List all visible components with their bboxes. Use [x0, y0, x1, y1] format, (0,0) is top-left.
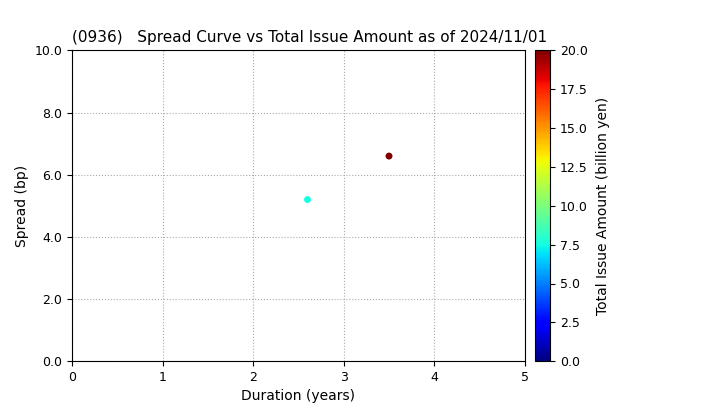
Y-axis label: Total Issue Amount (billion yen): Total Issue Amount (billion yen)	[596, 97, 610, 315]
Point	[302, 196, 313, 203]
Point	[383, 153, 395, 160]
Y-axis label: Spread (bp): Spread (bp)	[15, 165, 29, 247]
X-axis label: Duration (years): Duration (years)	[241, 389, 356, 404]
Text: (0936)   Spread Curve vs Total Issue Amount as of 2024/11/01: (0936) Spread Curve vs Total Issue Amoun…	[72, 30, 547, 45]
